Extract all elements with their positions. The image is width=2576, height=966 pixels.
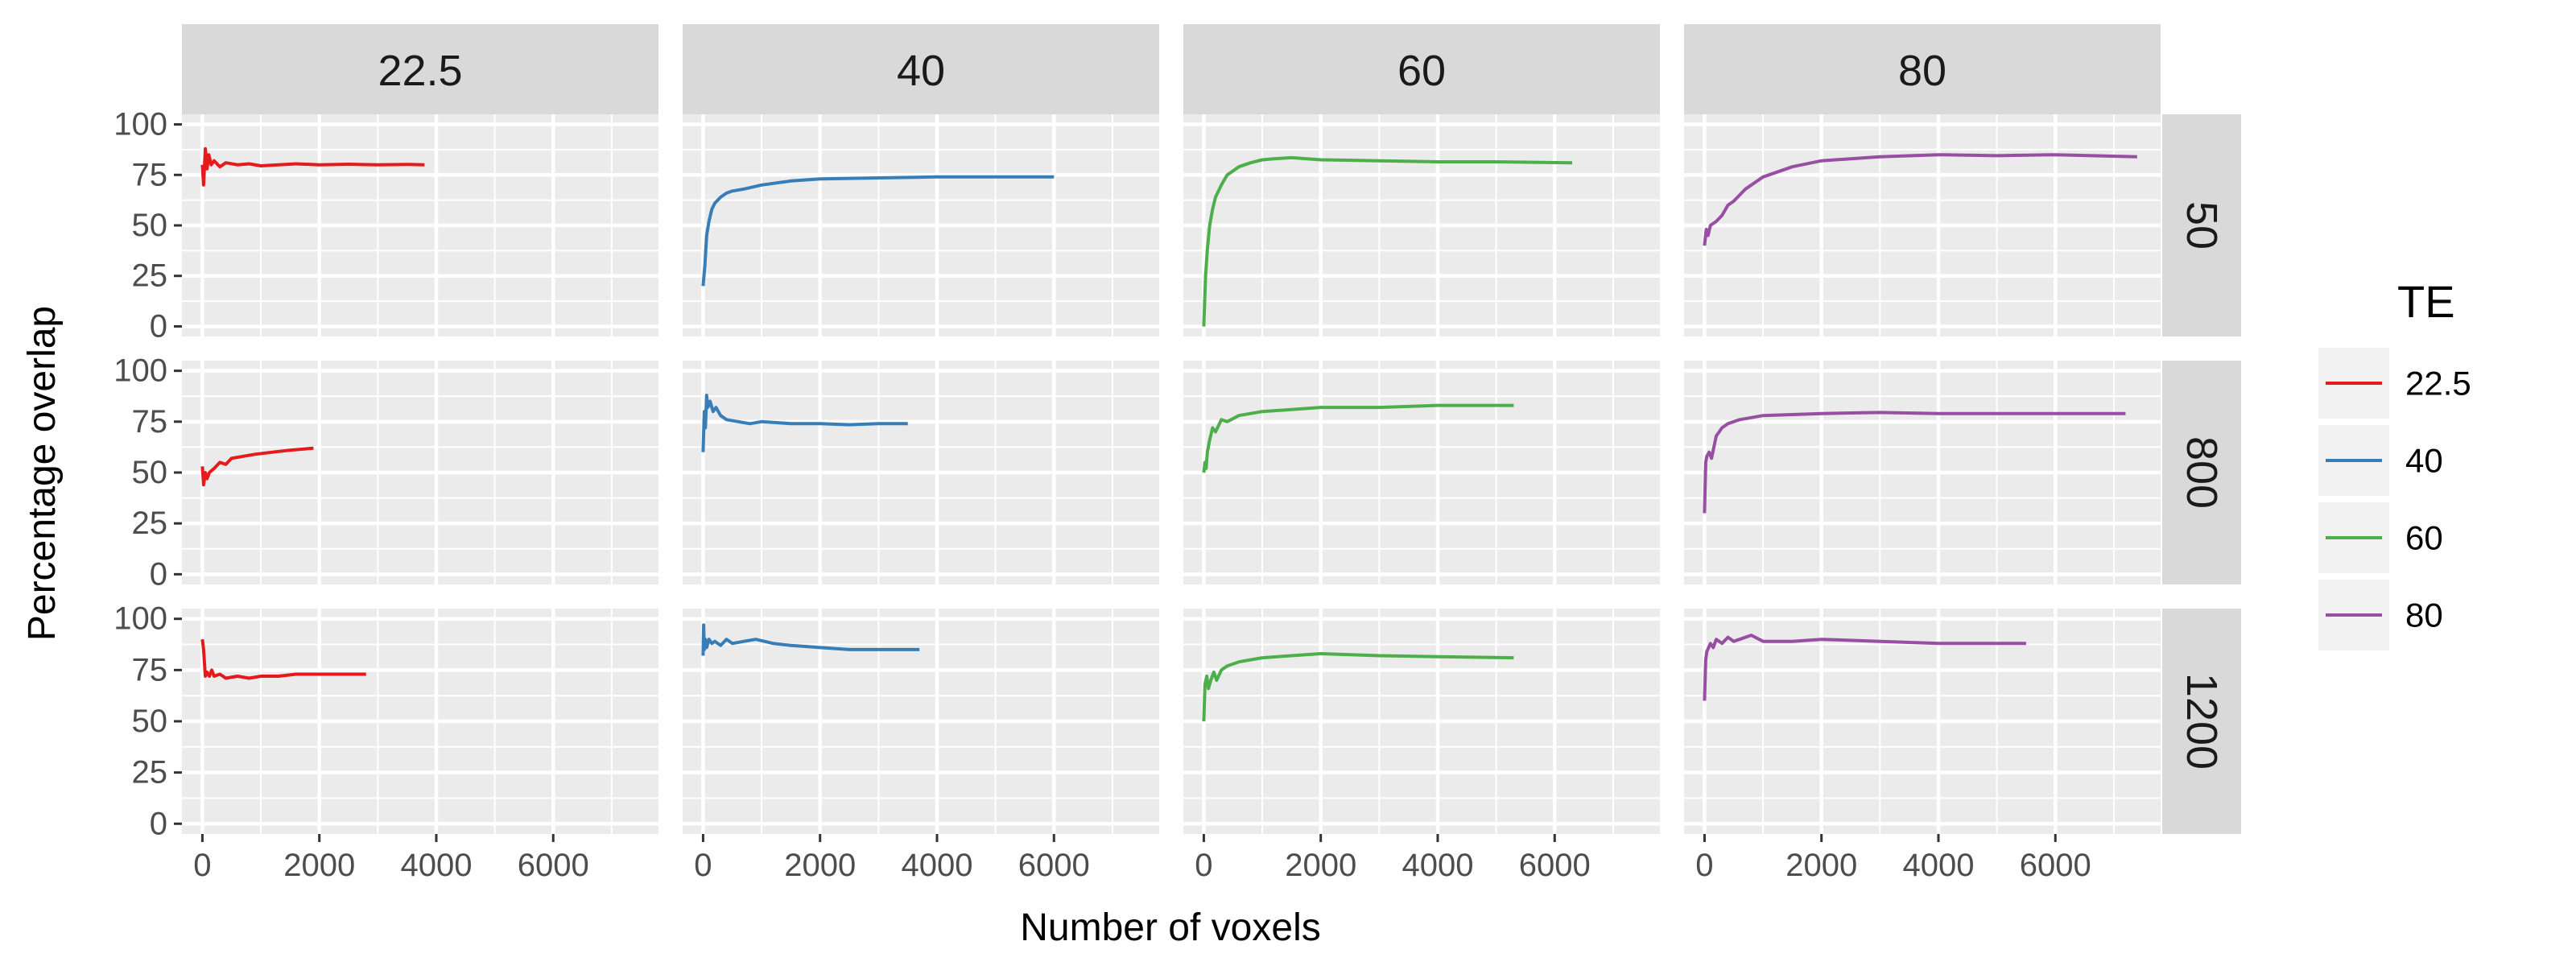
panel-r800-c60 [1183, 361, 1660, 584]
y-tick-label: 50 [132, 208, 168, 243]
strip-row-1200 [2162, 609, 2241, 834]
x-tick-label: 2000 [784, 848, 856, 883]
strip-col-40-label: 40 [897, 47, 945, 95]
strip-col-60-label: 60 [1397, 47, 1446, 95]
strip-col-80 [1684, 24, 2161, 114]
column-strips: 22.5 40 60 80 [182, 24, 2161, 114]
x-tick-label: 4000 [1902, 848, 1974, 883]
x-axes: 0 2000 4000 6000 0 2000 4000 6000 0 2000 4000 6000 0… [193, 834, 2091, 883]
panel-r1200-c60 [1183, 609, 1660, 834]
x-axis-title: Number of voxels [1020, 906, 1320, 949]
x-tick-label: 6000 [2020, 848, 2091, 883]
x-tick-label: 2000 [1785, 848, 1857, 883]
series-line-80 [1703, 411, 2126, 514]
y-axes: 0 25 50 75 100 0 25 50 75 100 0 25 50 75 100 [114, 107, 182, 841]
x-tick-label: 0 [1195, 848, 1212, 883]
panel-r1200-c80 [1684, 609, 2161, 834]
y-tick-label: 0 [150, 806, 167, 841]
panel-r50-c22-5 [182, 114, 658, 336]
y-tick-label: 75 [132, 652, 168, 687]
x-tick-label: 0 [1695, 848, 1713, 883]
strip-col-40 [683, 24, 1159, 114]
panel-r1200-c40 [683, 609, 1159, 834]
panels [182, 114, 2161, 834]
series-line-40 [701, 394, 908, 452]
x-tick-label: 6000 [1018, 848, 1090, 883]
x-tick-label: 0 [694, 848, 712, 883]
y-tick-label: 25 [132, 506, 168, 541]
series-line-60 [1202, 403, 1514, 473]
y-tick-label: 25 [132, 755, 168, 791]
series-line-80 [1703, 634, 2026, 701]
strip-col-80-label: 80 [1898, 47, 1946, 95]
series-line-22-5 [200, 147, 425, 187]
panel-r1200-c22-5 [182, 609, 658, 834]
y-tick-label: 75 [132, 404, 168, 440]
legend-label-22-5: 22.5 [2405, 365, 2471, 402]
panel-r50-c40 [683, 114, 1159, 336]
x-tick-label: 0 [193, 848, 211, 883]
y-tick-label: 100 [114, 107, 167, 142]
panel-r50-c60 [1183, 114, 1660, 336]
y-tick-label: 50 [132, 455, 168, 490]
series-line-60 [1202, 652, 1514, 722]
x-tick-label: 4000 [1402, 848, 1473, 883]
strip-col-22-5-label: 22.5 [378, 47, 462, 95]
strip-row-50-label: 50 [2178, 201, 2226, 250]
strip-row-50 [2162, 114, 2241, 336]
panel-r800-c22-5 [182, 361, 658, 584]
strip-row-800-label: 800 [2178, 436, 2226, 509]
series-line-40 [701, 175, 1055, 287]
y-tick-label: 0 [150, 308, 167, 344]
y-tick-label: 75 [132, 157, 168, 192]
x-tick-label: 6000 [518, 848, 589, 883]
panel-r50-c80 [1684, 114, 2161, 336]
series-line-80 [1703, 153, 2137, 246]
y-axis-title: Percentage overlap [21, 306, 64, 641]
y-tick-label: 25 [132, 258, 168, 294]
legend-label-60: 60 [2405, 519, 2443, 557]
legend-label-80: 80 [2405, 597, 2443, 634]
x-tick-label: 2000 [1285, 848, 1356, 883]
y-tick-label: 100 [114, 353, 167, 389]
y-tick-label: 50 [132, 704, 168, 739]
legend: TE 22.5 40 60 80 [2318, 276, 2471, 650]
series-line-22-5 [200, 638, 366, 680]
y-tick-label: 100 [114, 601, 167, 637]
panel-r800-c40 [683, 361, 1159, 584]
series-line-60 [1202, 155, 1573, 327]
strip-row-1200-label: 1200 [2178, 673, 2226, 770]
legend-title: TE [2397, 276, 2455, 327]
x-tick-label: 4000 [400, 848, 472, 883]
x-tick-label: 6000 [1519, 848, 1591, 883]
strip-col-60 [1183, 24, 1660, 114]
y-tick-label: 0 [150, 556, 167, 592]
series-line-22-5 [200, 446, 314, 487]
x-tick-label: 4000 [901, 848, 972, 883]
x-tick-label: 2000 [283, 848, 355, 883]
strip-col-22-5 [182, 24, 658, 114]
row-strips: 50 800 1200 [2162, 114, 2241, 834]
series-line-40 [701, 623, 920, 656]
strip-row-800 [2162, 361, 2241, 584]
legend-label-40: 40 [2405, 442, 2443, 480]
panel-r800-c80 [1684, 361, 2161, 584]
